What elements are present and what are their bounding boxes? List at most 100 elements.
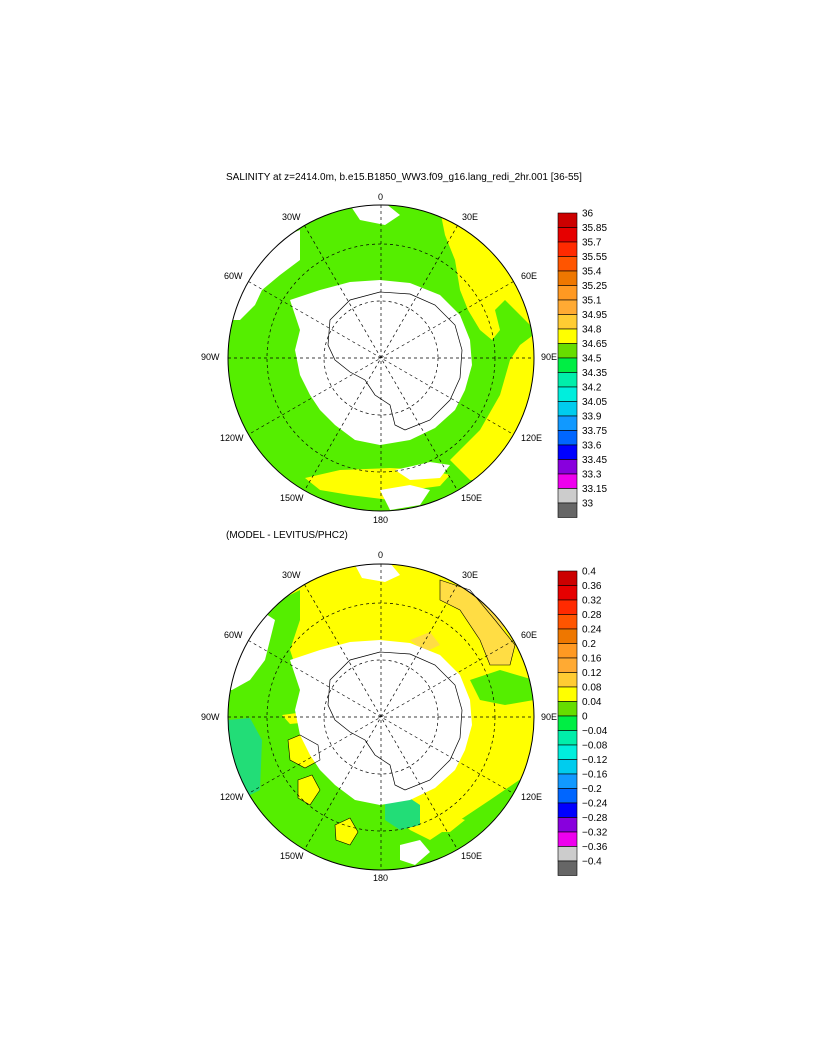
difference-colorbar-tick-label: −0.12 [582, 755, 608, 766]
salinity-colorbar-swatch [557, 415, 578, 431]
salinity-colorbar-swatch [557, 488, 578, 504]
salinity-colorbar-swatch [557, 285, 578, 301]
difference-colorbar-tick-label: 0.04 [582, 697, 602, 708]
salinity-colorbar-tick-label: 35.1 [582, 296, 602, 307]
lon-label-150e: 150E [461, 493, 483, 503]
salinity-colorbar-swatch [557, 299, 578, 315]
difference-colorbar-swatch [557, 715, 578, 731]
difference-colorbar-tick-label: −0.36 [582, 842, 608, 853]
difference-colorbar-tick-label: −0.2 [582, 784, 602, 795]
difference-colorbar-swatch [557, 657, 578, 673]
salinity-colorbar-tick-label: 35.55 [582, 252, 607, 263]
lon-label-60e-diff: 60E [521, 630, 538, 640]
salinity-colorbar-tick-label: 35.25 [582, 281, 607, 292]
difference-colorbar-swatch [557, 788, 578, 804]
salinity-colorbar-swatch [557, 314, 578, 330]
lon-label-90e: 90E [541, 352, 558, 362]
map-title: SALINITY at z=2414.0m, b.e15.B1850_WW3.f… [226, 172, 582, 183]
lon-label-60w: 60W [224, 271, 243, 281]
lon-label-60e: 60E [521, 271, 538, 281]
difference-colorbar-tick-label: 0.08 [582, 683, 602, 694]
lon-label-120e-diff: 120E [521, 792, 543, 802]
salinity-colorbar-tick-label: 33.45 [582, 455, 607, 466]
difference-colorbar-swatch [557, 817, 578, 833]
difference-colorbar-swatch [557, 744, 578, 760]
difference-colorbar-tick-label: 0.4 [582, 567, 596, 578]
difference-colorbar-swatch [557, 831, 578, 847]
lon-label-120e: 120E [521, 433, 543, 443]
difference-colorbar-tick-label: −0.08 [582, 741, 608, 752]
difference-map [227, 563, 535, 871]
salinity-colorbar-tick-label: 35.85 [582, 223, 607, 234]
salinity-map [227, 204, 535, 512]
salinity-colorbar-swatch [557, 430, 578, 446]
lon-label-150w-diff: 150W [280, 851, 304, 861]
salinity-colorbar-tick-label: 34.05 [582, 397, 607, 408]
salinity-colorbar-swatch [557, 459, 578, 475]
salinity-colorbar-swatch [557, 212, 578, 228]
difference-colorbar-tick-label: 0.12 [582, 668, 602, 679]
salinity-colorbar-tick-label: 33.3 [582, 470, 602, 481]
salinity-colorbar-tick-label: 34.5 [582, 354, 602, 365]
difference-colorbar-tick-label: 0.28 [582, 610, 602, 621]
lon-label-30e-diff: 30E [462, 570, 479, 580]
salinity-colorbar-swatch [557, 328, 578, 344]
difference-colorbar-swatch [557, 570, 578, 586]
difference-colorbar-tick-label: 0.2 [582, 639, 596, 650]
lon-label-90e-diff: 90E [541, 712, 558, 722]
difference-colorbar-swatch [557, 614, 578, 630]
difference-colorbar-tick-label: 0.16 [582, 654, 602, 665]
difference-colorbar-swatch [557, 672, 578, 688]
difference-colorbar-tick-label: −0.4 [582, 857, 602, 868]
difference-colorbar-tick-label: −0.24 [582, 799, 608, 810]
difference-title: (MODEL - LEVITUS/PHC2) [226, 530, 348, 541]
lon-label-90w-diff: 90W [201, 712, 220, 722]
salinity-colorbar-tick-label: 34.65 [582, 339, 607, 350]
difference-colorbar-tick-label: −0.28 [582, 813, 608, 824]
difference-colorbar-swatch [557, 730, 578, 746]
difference-colorbar-tick-label: 0 [582, 712, 588, 723]
salinity-colorbar-swatch [557, 444, 578, 460]
salinity-colorbar-swatch [557, 343, 578, 359]
lon-label-30e: 30E [462, 212, 479, 222]
salinity-colorbar-tick-label: 33.75 [582, 426, 607, 437]
lon-label-150e-diff: 150E [461, 851, 483, 861]
salinity-colorbar-tick-label: 34.2 [582, 383, 602, 394]
salinity-colorbar-tick-label: 36 [582, 209, 594, 220]
lon-label-180-diff: 180 [373, 873, 389, 883]
salinity-colorbar-swatch [557, 241, 578, 257]
salinity-colorbar-tick-label: 35.4 [582, 267, 602, 278]
difference-colorbar-swatch [557, 773, 578, 789]
difference-colorbar-swatch [557, 599, 578, 615]
salinity-colorbar-tick-label: 33.15 [582, 484, 607, 495]
difference-colorbar-tick-label: 0.36 [582, 581, 602, 592]
salinity-colorbar-tick-label: 34.95 [582, 310, 607, 321]
difference-colorbar-swatch [557, 643, 578, 659]
salinity-colorbar-swatch [557, 256, 578, 272]
salinity-colorbar-tick-label: 34.8 [582, 325, 602, 336]
difference-colorbar-tick-label: −0.16 [582, 770, 608, 781]
difference-colorbar: 0.4 0.36 0.32 0.28 0.24 0.2 0.16 0.12 0.08 0.04 0 −… [557, 567, 608, 876]
lon-label-180: 180 [373, 515, 389, 525]
lon-label-150w: 150W [280, 493, 304, 503]
difference-colorbar-swatch [557, 585, 578, 601]
difference-colorbar-tick-label: 0.32 [582, 596, 602, 607]
lon-label-120w: 120W [220, 433, 244, 443]
difference-colorbar-swatch [557, 628, 578, 644]
lon-label-30w: 30W [282, 212, 301, 222]
salinity-colorbar-swatch [557, 357, 578, 373]
salinity-colorbar: 36 35.85 35.7 35.55 35.4 35.25 35.1 34.95 34.8 34… [557, 209, 607, 518]
salinity-colorbar-swatch [557, 401, 578, 417]
salinity-colorbar-swatch [557, 473, 578, 489]
lon-label-30w-diff: 30W [282, 570, 301, 580]
lon-label-0: 0 [378, 192, 384, 202]
difference-colorbar-swatch [557, 759, 578, 775]
difference-colorbar-swatch [557, 802, 578, 818]
difference-colorbar-tick-label: −0.32 [582, 828, 608, 839]
lon-label-0-diff: 0 [378, 550, 384, 560]
salinity-colorbar-swatch [557, 502, 578, 518]
salinity-colorbar-swatch [557, 227, 578, 243]
lon-label-120w-diff: 120W [220, 792, 244, 802]
difference-colorbar-swatch [557, 846, 578, 862]
difference-colorbar-tick-label: 0.24 [582, 625, 602, 636]
